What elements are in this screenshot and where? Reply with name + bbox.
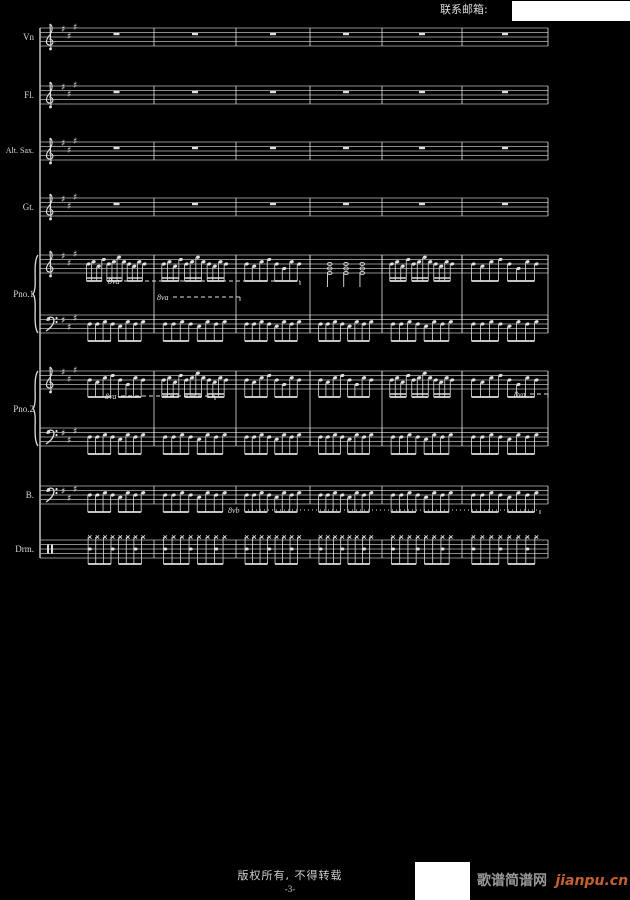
copyright-notice: 版权所有, 不得转载: [237, 869, 343, 882]
instrument-label-vn: Vn: [23, 32, 34, 42]
svg-text:♯: ♯: [73, 193, 77, 203]
svg-text:♯: ♯: [73, 81, 77, 91]
svg-text:♯: ♯: [61, 368, 65, 378]
instrument-label-pno-2: Pno.2: [13, 403, 34, 414]
site-name: 歌谱简谱网: [477, 873, 547, 889]
instrument-label-pno-1: Pno.1: [13, 289, 34, 299]
svg-text:♯: ♯: [73, 23, 77, 33]
instrument-label-drm: Drm.: [15, 544, 34, 554]
page-number: -3-: [284, 884, 296, 894]
svg-text:8va: 8va: [108, 277, 120, 286]
redacted-email-box: [512, 1, 630, 21]
svg-text:♯: ♯: [73, 485, 77, 495]
svg-text:♯: ♯: [61, 83, 65, 93]
instrument-label-alt-sax: Alt. Sax.: [5, 146, 34, 155]
svg-text:♯: ♯: [67, 436, 71, 446]
svg-text:♯: ♯: [67, 494, 71, 504]
instrument-label-fl: Fl.: [24, 90, 34, 100]
svg-text:♯: ♯: [73, 427, 77, 437]
svg-text:8va: 8va: [105, 392, 117, 401]
svg-text:♯: ♯: [67, 375, 71, 385]
svg-text:♯: ♯: [73, 250, 77, 260]
site-credit: 歌谱简谱网 jianpu.cn: [477, 870, 628, 890]
svg-text:♯: ♯: [61, 252, 65, 262]
svg-text:♯: ♯: [67, 90, 71, 100]
svg-text:♯: ♯: [61, 487, 65, 497]
svg-text:♯: ♯: [61, 195, 65, 205]
instrument-label-gt: Gt.: [22, 202, 34, 212]
svg-text:♯: ♯: [67, 146, 71, 156]
svg-text:♯: ♯: [73, 366, 77, 376]
contact-email-label: 联系邮箱:: [440, 3, 488, 16]
site-url: jianpu.cn: [555, 873, 629, 889]
svg-text:♯: ♯: [73, 137, 77, 147]
watermark-white-box: [415, 862, 470, 900]
svg-text:♯: ♯: [61, 429, 65, 439]
svg-text:♯: ♯: [67, 259, 71, 269]
svg-text:8vb: 8vb: [228, 506, 240, 515]
svg-text:8va: 8va: [157, 293, 169, 302]
instrument-label-b: B.: [25, 490, 34, 500]
svg-text:♯: ♯: [61, 25, 65, 35]
svg-text:♯: ♯: [67, 202, 71, 212]
svg-text:♯: ♯: [61, 316, 65, 326]
svg-text:♯: ♯: [67, 323, 71, 333]
svg-text:♯: ♯: [73, 314, 77, 324]
svg-text:♯: ♯: [67, 32, 71, 42]
svg-text:♯: ♯: [61, 139, 65, 149]
svg-text:8va: 8va: [514, 390, 526, 399]
